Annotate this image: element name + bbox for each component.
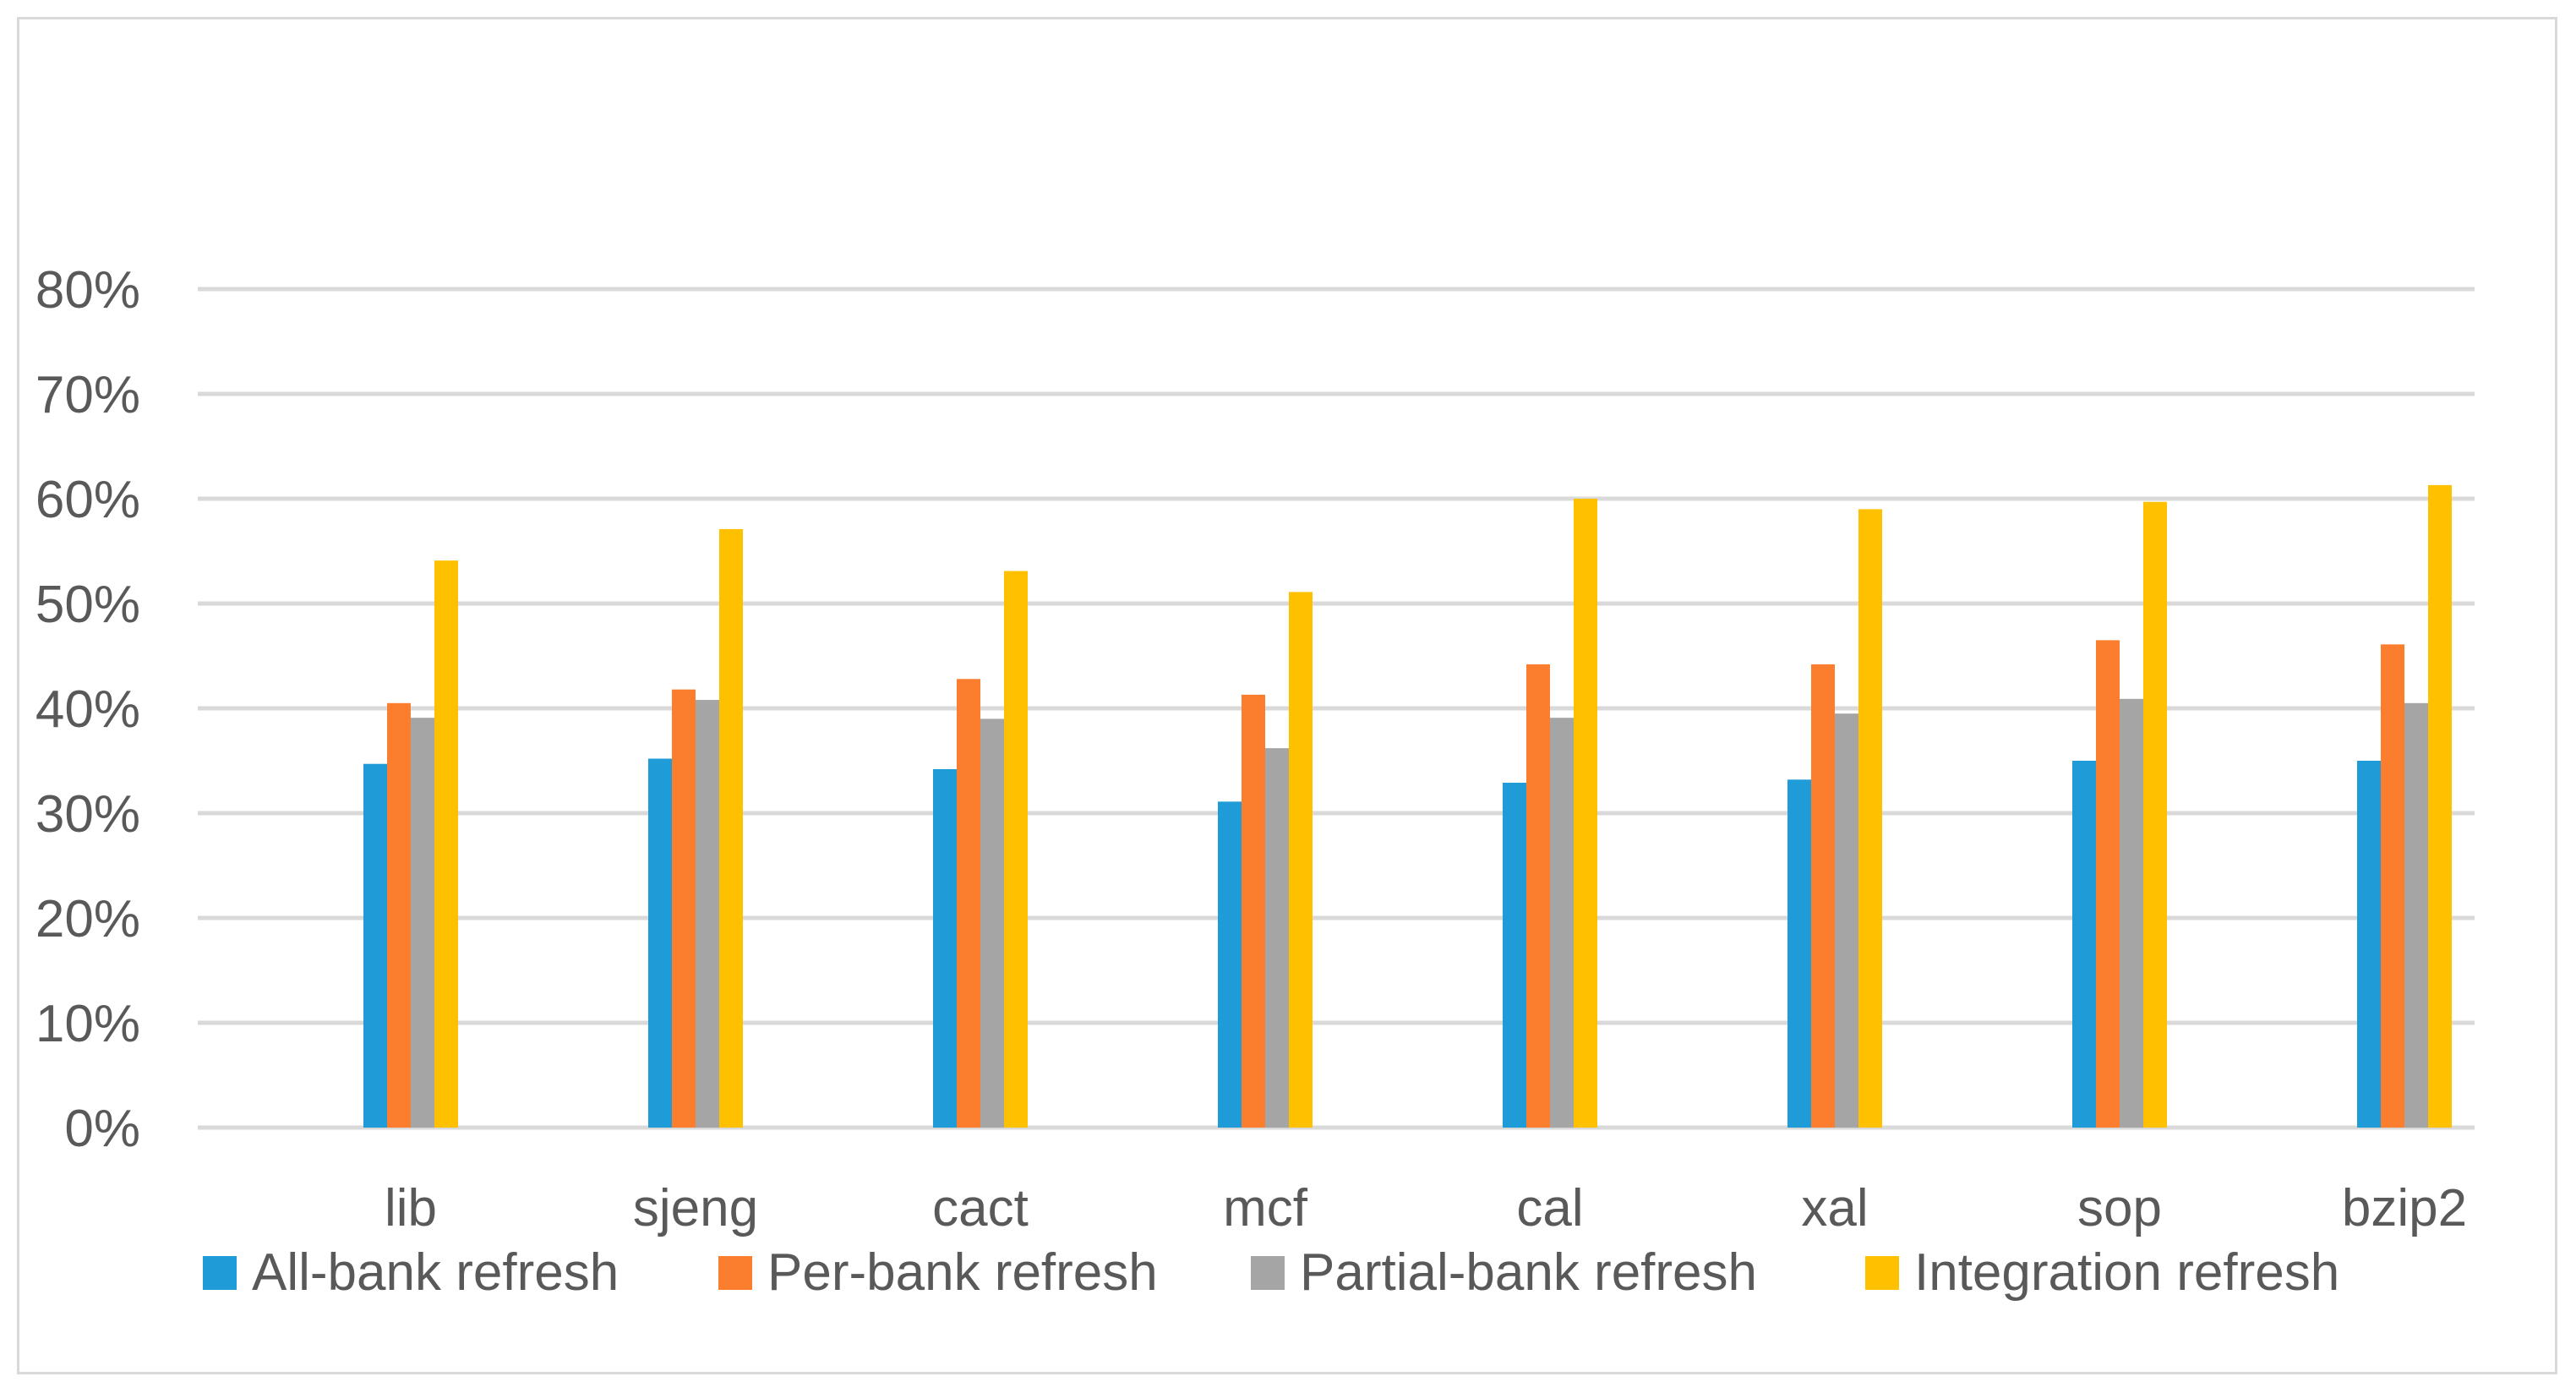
x-tick-label: cact [932,1179,1029,1237]
x-tick-label: lib [385,1179,437,1237]
x-tick-label: cal [1516,1179,1583,1237]
y-tick-label: 20% [35,890,140,948]
bar-per-bank-refresh-sop [2096,640,2120,1128]
bar-partial-bank-refresh-xal [1835,713,1858,1128]
bar-partial-bank-refresh-sop [2120,698,2143,1128]
bars [363,484,2452,1128]
bar-all-bank-refresh-cal [1503,783,1526,1128]
y-axis-tick-labels: 0% 10% 20% 30% 40% 50% 60% 70% 80% [35,261,140,1158]
legend-label: All-bank refresh [252,1243,619,1302]
bar-partial-bank-refresh-cal [1550,718,1574,1128]
bar-integration-refresh-xal [1858,509,1882,1128]
bar-integration-refresh-cact [1004,571,1028,1128]
bar-all-bank-refresh-sjeng [648,758,672,1128]
legend-label: Per-bank refresh [767,1243,1158,1302]
bar-all-bank-refresh-mcf [1218,801,1242,1128]
bar-partial-bank-refresh-bzip2 [2404,702,2428,1128]
y-tick-label: 80% [35,261,140,320]
legend: All-bank refresh Per-bank refresh Partial-… [203,1243,2339,1302]
y-tick-label: 70% [35,366,140,424]
bar-integration-refresh-sjeng [719,528,743,1128]
x-tick-label: xal [1801,1179,1868,1237]
bar-per-bank-refresh-xal [1811,664,1835,1128]
bar-integration-refresh-lib [434,560,458,1128]
bar-integration-refresh-mcf [1289,592,1313,1128]
bar-per-bank-refresh-cal [1526,664,1550,1128]
legend-swatch [1865,1256,1899,1290]
y-tick-label: 60% [35,471,140,529]
x-tick-label: sop [2077,1179,2162,1237]
bar-partial-bank-refresh-sjeng [696,700,719,1128]
bar-per-bank-refresh-lib [387,702,411,1128]
legend-swatch [203,1256,237,1290]
bar-per-bank-refresh-mcf [1242,694,1265,1128]
legend-swatch [1251,1256,1285,1290]
bar-partial-bank-refresh-cact [980,718,1004,1128]
y-tick-label: 50% [35,576,140,634]
legend-label: Integration refresh [1914,1243,2339,1302]
legend-label: Partial-bank refresh [1300,1243,1757,1302]
x-axis-tick-labels: lib sjeng cact mcf cal xal sop bzip2 [385,1179,2467,1237]
bar-partial-bank-refresh-lib [411,718,434,1128]
y-tick-label: 30% [35,785,140,844]
y-tick-label: 0% [64,1100,140,1158]
bar-integration-refresh-bzip2 [2428,484,2452,1128]
legend-swatch [718,1256,752,1290]
y-tick-label: 10% [35,995,140,1053]
x-tick-label: bzip2 [2342,1179,2467,1237]
bar-all-bank-refresh-bzip2 [2357,761,2381,1128]
bar-per-bank-refresh-sjeng [672,689,696,1128]
bar-per-bank-refresh-bzip2 [2381,644,2404,1128]
bar-all-bank-refresh-sop [2072,761,2096,1128]
bar-all-bank-refresh-lib [363,763,387,1128]
y-tick-label: 40% [35,680,140,739]
x-tick-label: mcf [1223,1179,1308,1237]
bar-all-bank-refresh-xal [1787,779,1811,1128]
bar-partial-bank-refresh-mcf [1265,748,1289,1128]
bar-all-bank-refresh-cact [933,768,957,1128]
bar-integration-refresh-sop [2143,501,2167,1128]
x-tick-label: sjeng [633,1179,758,1237]
bar-integration-refresh-cal [1574,499,1597,1128]
bar-per-bank-refresh-cact [957,679,980,1128]
